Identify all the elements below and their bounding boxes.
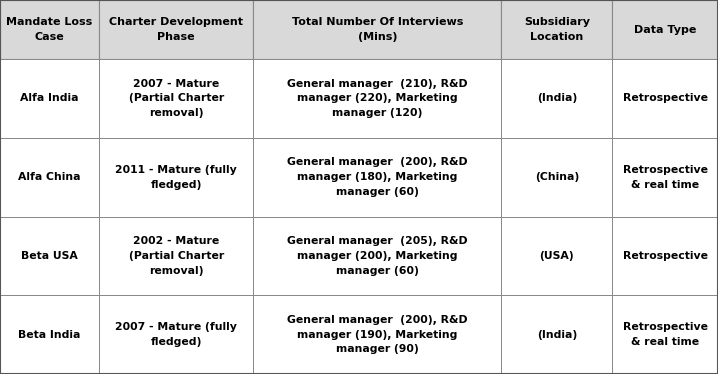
Bar — [99, 138, 253, 217]
Bar — [612, 0, 718, 59]
Text: Retrospective
& real time: Retrospective & real time — [623, 322, 708, 347]
Text: Retrospective: Retrospective — [623, 251, 708, 261]
Bar — [501, 0, 612, 59]
Bar — [99, 0, 253, 59]
Bar — [0, 59, 99, 138]
Bar — [253, 138, 501, 217]
Bar — [501, 59, 612, 138]
Text: General manager  (200), R&D
manager (180), Marketing
manager (60): General manager (200), R&D manager (180)… — [287, 157, 467, 197]
Bar — [612, 295, 718, 374]
Bar — [253, 295, 501, 374]
Text: Alfa India: Alfa India — [20, 94, 79, 104]
Bar — [99, 59, 253, 138]
Text: Charter Development
Phase: Charter Development Phase — [109, 17, 243, 42]
Text: (India): (India) — [536, 94, 577, 104]
Text: 2011 - Mature (fully
fledged): 2011 - Mature (fully fledged) — [116, 165, 237, 190]
Text: Data Type: Data Type — [634, 25, 696, 34]
Bar — [501, 138, 612, 217]
Bar — [0, 0, 99, 59]
Text: (USA): (USA) — [539, 251, 574, 261]
Text: 2002 - Mature
(Partial Charter
removal): 2002 - Mature (Partial Charter removal) — [129, 236, 224, 276]
Bar — [501, 217, 612, 295]
Text: Beta USA: Beta USA — [21, 251, 78, 261]
Text: 2007 - Mature
(Partial Charter
removal): 2007 - Mature (Partial Charter removal) — [129, 79, 224, 118]
Text: Total Number Of Interviews
(Mins): Total Number Of Interviews (Mins) — [292, 17, 463, 42]
Text: 2007 - Mature (fully
fledged): 2007 - Mature (fully fledged) — [116, 322, 237, 347]
Bar — [612, 59, 718, 138]
Text: General manager  (210), R&D
manager (220), Marketing
manager (120): General manager (210), R&D manager (220)… — [287, 79, 467, 118]
Text: (China): (China) — [535, 172, 579, 182]
Text: Beta India: Beta India — [19, 329, 80, 340]
Bar — [0, 295, 99, 374]
Text: Retrospective: Retrospective — [623, 94, 708, 104]
Bar — [612, 217, 718, 295]
Bar — [501, 295, 612, 374]
Text: Subsidiary
Location: Subsidiary Location — [524, 17, 589, 42]
Bar — [253, 217, 501, 295]
Bar — [253, 59, 501, 138]
Text: General manager  (205), R&D
manager (200), Marketing
manager (60): General manager (205), R&D manager (200)… — [287, 236, 467, 276]
Text: General manager  (200), R&D
manager (190), Marketing
manager (90): General manager (200), R&D manager (190)… — [287, 315, 467, 355]
Bar — [99, 295, 253, 374]
Text: Mandate Loss
Case: Mandate Loss Case — [6, 17, 93, 42]
Bar — [0, 217, 99, 295]
Bar — [612, 138, 718, 217]
Text: Alfa China: Alfa China — [18, 172, 81, 182]
Bar — [99, 217, 253, 295]
Bar — [0, 138, 99, 217]
Text: Retrospective
& real time: Retrospective & real time — [623, 165, 708, 190]
Bar — [253, 0, 501, 59]
Text: (India): (India) — [536, 329, 577, 340]
